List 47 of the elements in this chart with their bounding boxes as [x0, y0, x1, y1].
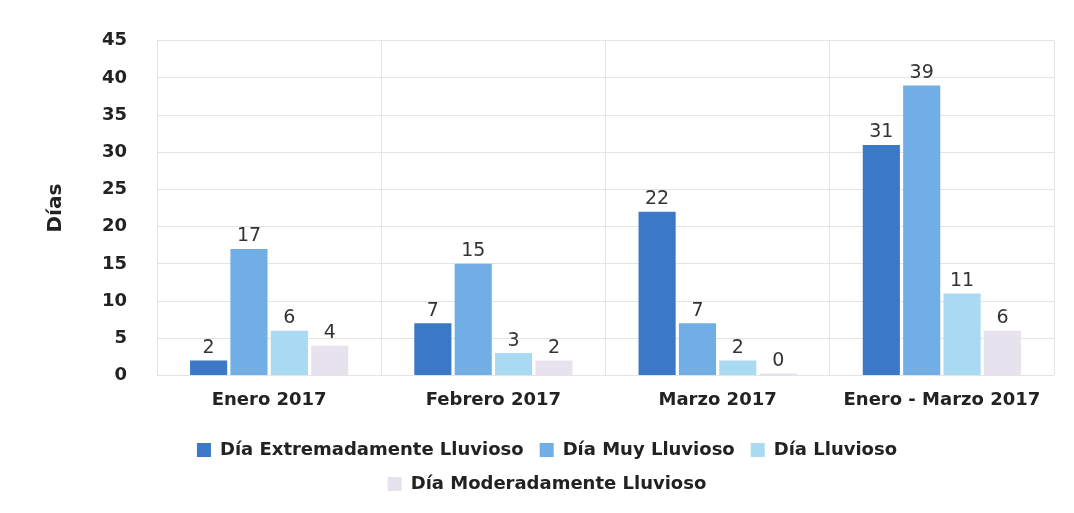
- bar: [678, 323, 717, 375]
- bar: [495, 353, 533, 375]
- y-tick-label: 10: [101, 288, 128, 310]
- y-tick-label: 25: [101, 177, 128, 199]
- x-tick-label: Enero 2017: [211, 387, 327, 409]
- bar: [862, 144, 900, 375]
- data-label: 2: [731, 334, 744, 357]
- data-label: 0: [772, 347, 785, 370]
- bar: [638, 211, 676, 375]
- bar: [270, 330, 308, 375]
- data-label: 2: [202, 334, 215, 357]
- data-label: 39: [909, 59, 934, 82]
- y-tick-label: 20: [101, 214, 128, 236]
- y-axis-title: Días: [42, 183, 67, 233]
- bar: [454, 263, 492, 375]
- y-tick-label: 45: [101, 28, 128, 50]
- bar: [414, 323, 452, 375]
- y-tick-label: 40: [101, 65, 128, 87]
- legend-label: Día Lluvioso: [773, 437, 898, 459]
- y-tick-label: 15: [101, 251, 128, 273]
- y-tick-label: 0: [114, 363, 128, 385]
- bar: [230, 249, 268, 375]
- data-label: 2: [547, 334, 560, 357]
- data-label: 7: [426, 297, 439, 320]
- data-label: 6: [283, 305, 296, 328]
- bar: [943, 293, 981, 375]
- bar: [903, 85, 941, 375]
- x-tick-label: Enero - Marzo 2017: [843, 387, 1041, 409]
- y-tick-label: 30: [101, 140, 128, 162]
- data-label: 7: [691, 297, 704, 320]
- data-label: 17: [236, 223, 262, 246]
- bar: [190, 360, 228, 375]
- legend-label: Día Muy Lluvioso: [562, 437, 735, 459]
- legend-label: Día Moderadamente Lluvioso: [410, 471, 707, 493]
- data-label: 4: [323, 320, 336, 343]
- y-tick-label: 5: [114, 325, 128, 347]
- x-tick-label: Febrero 2017: [425, 387, 562, 409]
- data-label: 6: [996, 305, 1009, 328]
- data-label: 31: [869, 119, 894, 142]
- y-tick-label: 35: [101, 102, 128, 124]
- bar: [719, 360, 757, 375]
- data-label: 15: [461, 238, 486, 261]
- data-label: 3: [507, 327, 520, 350]
- legend-label: Día Extremadamente Lluvioso: [219, 437, 524, 459]
- x-tick-label: Marzo 2017: [658, 387, 777, 409]
- data-label: 22: [645, 186, 670, 209]
- data-label: 11: [949, 268, 975, 291]
